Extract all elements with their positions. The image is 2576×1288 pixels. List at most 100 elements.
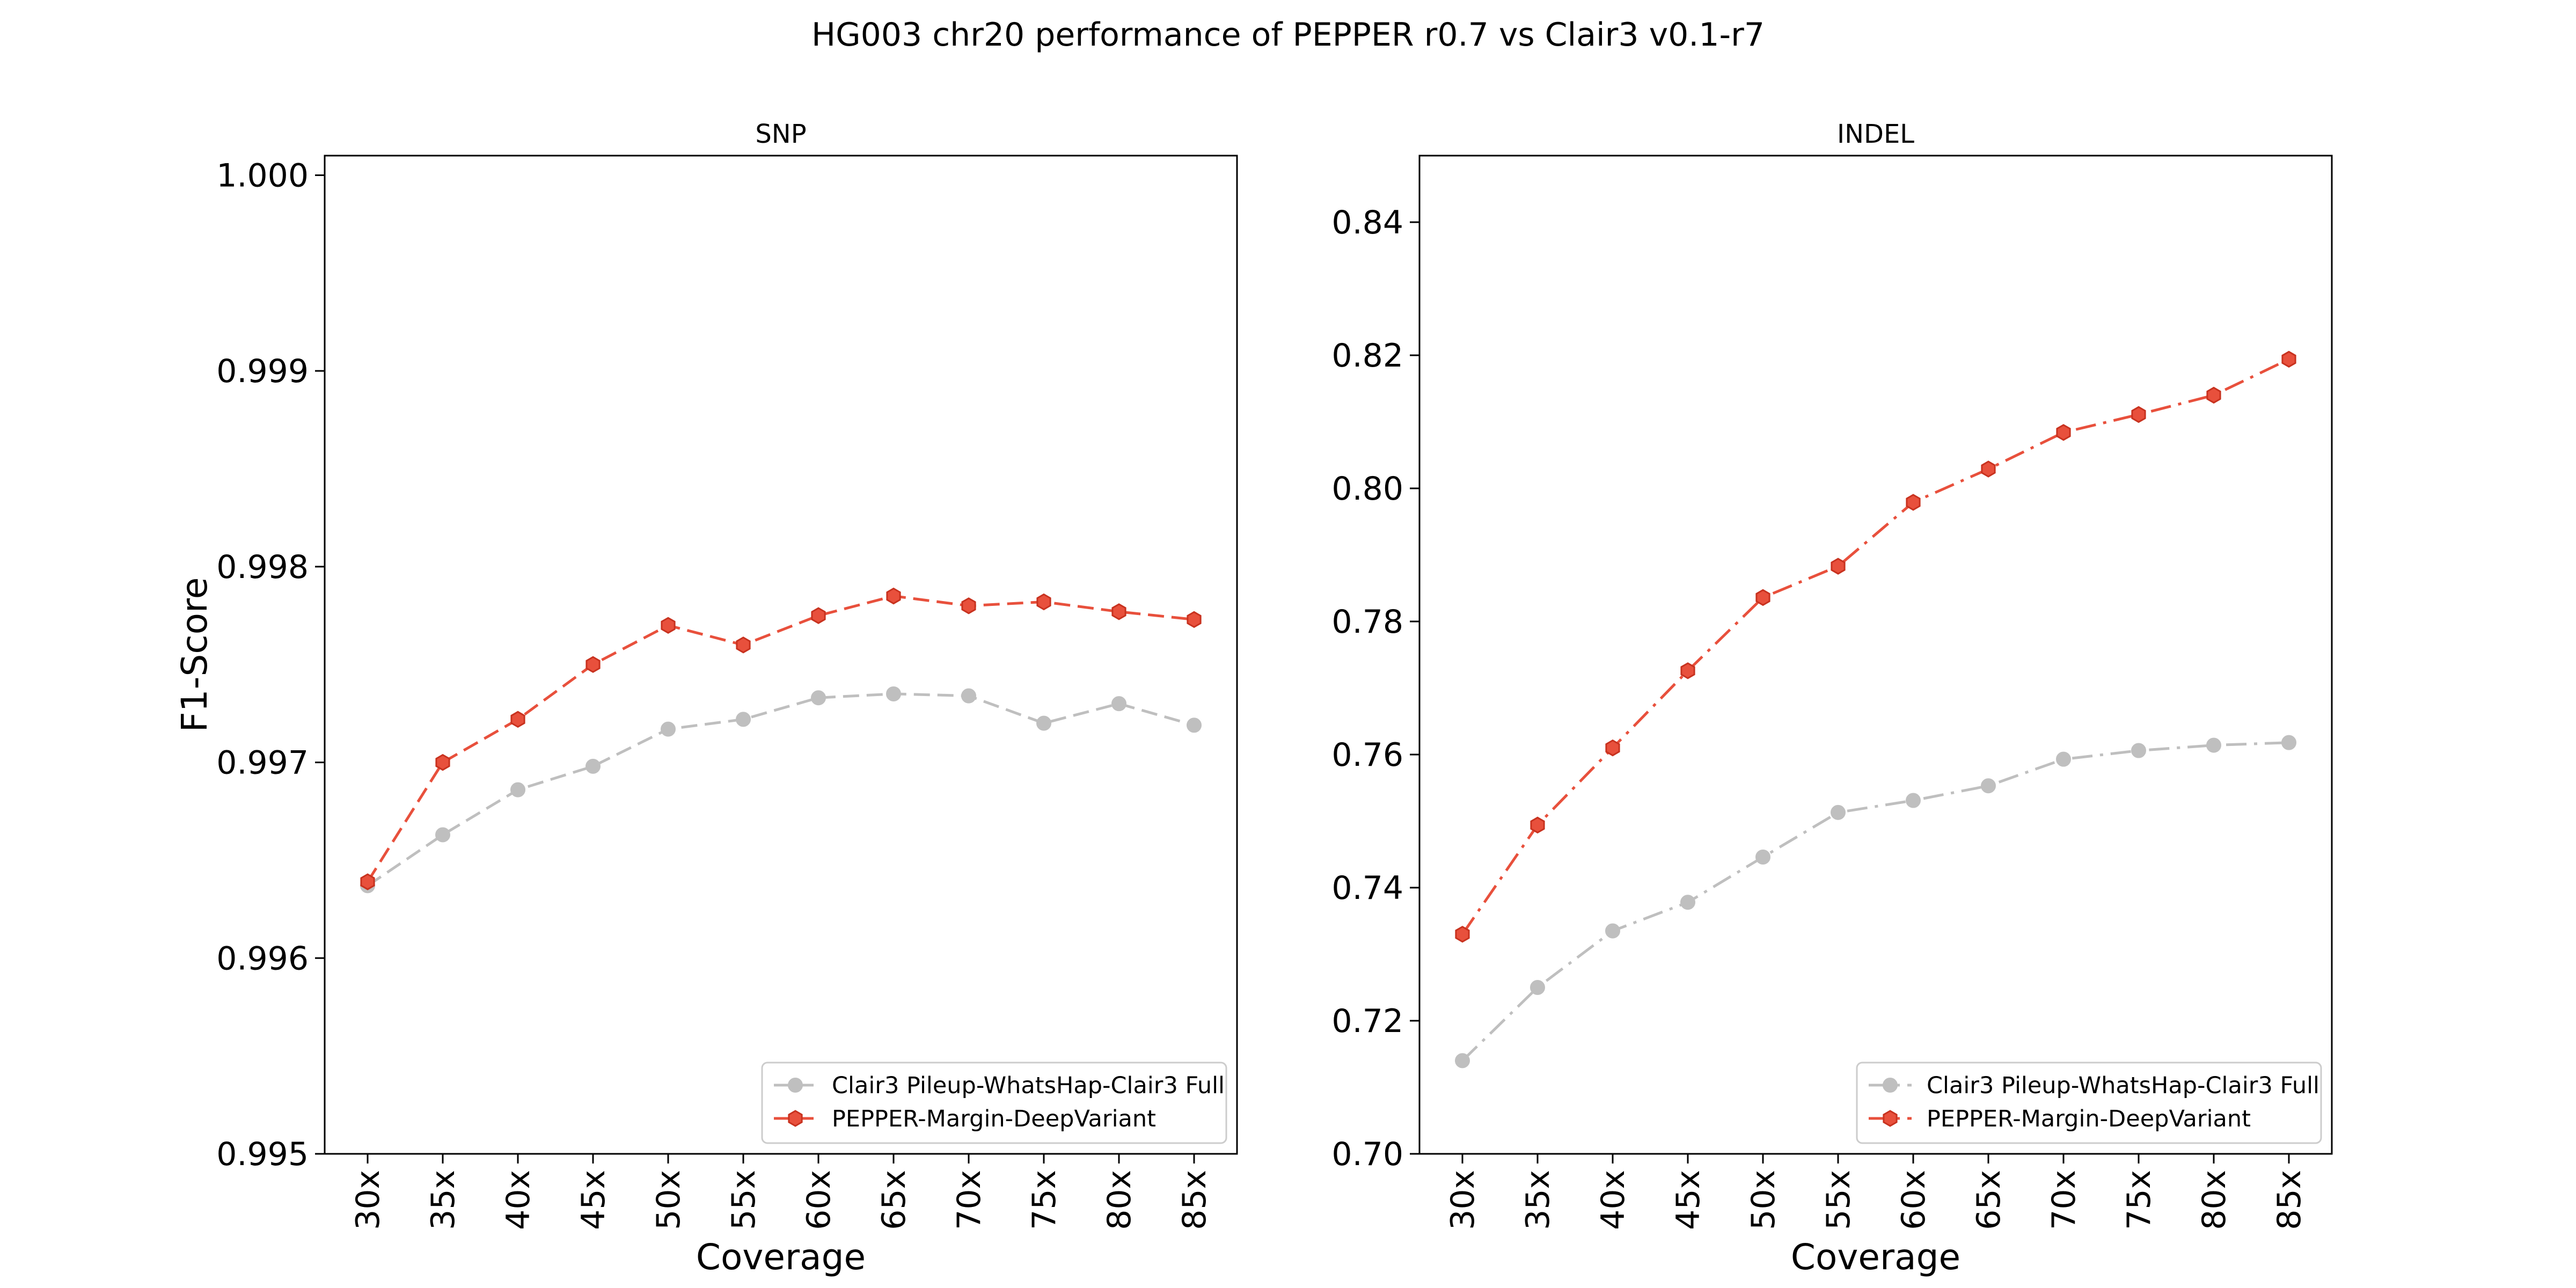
x-tick-label: 50x [1745,1170,1782,1230]
x-tick-label: 70x [950,1170,988,1230]
x-tick-label: 80x [1101,1170,1138,1230]
legend-label: PEPPER-Margin-DeepVariant [832,1106,1156,1132]
axes-frame [1418,155,2333,1155]
series-line [366,595,1195,883]
legend-marker [788,1110,803,1127]
x-axis-label: Coverage [696,1236,866,1278]
data-point [510,711,525,728]
data-point [736,712,751,727]
y-tick-label: 0.74 [1331,869,1403,907]
x-tick-label: 50x [650,1170,687,1230]
series-0 [1455,735,2296,1069]
legend-marker [788,1078,803,1093]
y-tick-label: 0.84 [1331,204,1403,241]
x-tick-label: 80x [2196,1170,2233,1230]
data-point [360,873,375,890]
data-point [1680,662,1695,679]
legend-frame [761,1062,1227,1144]
y-axis-label: F1-Score [174,577,215,733]
x-tick-label: 65x [875,1170,913,1230]
data-point [1981,460,1996,478]
series-line [367,692,1195,887]
data-point [1755,849,1770,865]
data-point [1831,804,1846,820]
x-tick-label: 75x [2120,1170,2158,1230]
y-tick-label: 0.995 [216,1136,309,1173]
data-point [1187,718,1202,733]
y-tick-label: 0.998 [216,548,309,586]
data-point [961,688,976,704]
x-tick-label: 75x [1026,1170,1063,1230]
data-point [1605,739,1620,757]
data-point [1036,593,1051,611]
data-point [1680,895,1695,910]
legend-marker [1883,1110,1898,1127]
y-tick-label: 0.996 [216,940,309,977]
data-point [811,690,826,706]
data-point [586,656,601,673]
data-point [2281,735,2296,750]
x-tick-label: 60x [800,1170,838,1230]
data-point [1036,715,1051,731]
data-point [1906,793,1921,808]
x-tick-label: 60x [1895,1170,1933,1230]
x-tick-label: 40x [1594,1170,1632,1230]
data-point [510,782,525,797]
data-point [2281,350,2296,368]
data-point [1111,603,1126,620]
x-tick-label: 70x [2045,1170,2083,1230]
data-point [1455,926,1470,943]
x-tick-label: 35x [425,1170,462,1230]
data-point [736,636,751,654]
data-point [435,753,450,771]
y-tick-label: 0.70 [1331,1136,1403,1173]
figure-title: HG003 chr20 performance of PEPPER r0.7 v… [811,16,1765,54]
data-point [886,686,901,701]
x-axis-label: Coverage [1791,1236,1960,1278]
data-point [2056,424,2071,441]
data-point [1187,611,1202,628]
data-point [661,617,676,634]
y-tick-label: 0.82 [1331,337,1403,375]
x-tick-label: 85x [2271,1170,2308,1230]
data-point [1455,1053,1470,1069]
y-tick-label: 0.76 [1331,736,1403,774]
y-tick-label: 0.999 [216,353,309,390]
x-tick-label: 30x [349,1170,387,1230]
data-point [1111,696,1126,712]
x-tick-label: 55x [1820,1170,1857,1230]
data-point [961,597,976,614]
series-0 [360,686,1202,894]
legend-label: Clair3 Pileup-WhatsHap-Clair3 Full [832,1072,1225,1099]
series-1 [1455,350,2296,943]
y-tick-label: 0.997 [216,744,309,782]
x-tick-label: 35x [1519,1170,1557,1230]
legend: Clair3 Pileup-WhatsHap-Clair3 Full PEPPER… [1856,1062,2322,1144]
data-point [886,587,901,605]
data-point [1605,923,1620,939]
x-tick-label: 45x [575,1170,612,1230]
data-point [1755,589,1770,606]
data-point [2206,386,2221,404]
data-point [586,758,601,774]
panel-title: SNP [755,119,806,149]
x-tick-label: 55x [725,1170,763,1230]
legend-label: Clair3 Pileup-WhatsHap-Clair3 Full [1927,1072,2319,1099]
y-tick-label: 0.72 [1331,1002,1403,1040]
x-tick-label: 85x [1176,1170,1213,1230]
x-tick-label: 40x [500,1170,537,1230]
data-point [1530,816,1545,834]
panel-title: INDEL [1837,119,1914,149]
legend-label: PEPPER-Margin-DeepVariant [1927,1106,2251,1132]
y-tick-label: 0.78 [1331,603,1403,641]
y-tick-label: 0.80 [1331,470,1403,508]
data-point [1831,558,1846,575]
series-line [1461,358,2290,935]
series-1 [360,587,1202,890]
y-tick-label: 1.000 [216,157,309,194]
x-tick-label: 65x [1970,1170,2008,1230]
data-point [661,721,676,737]
data-point [2131,743,2146,758]
data-point [435,827,450,843]
